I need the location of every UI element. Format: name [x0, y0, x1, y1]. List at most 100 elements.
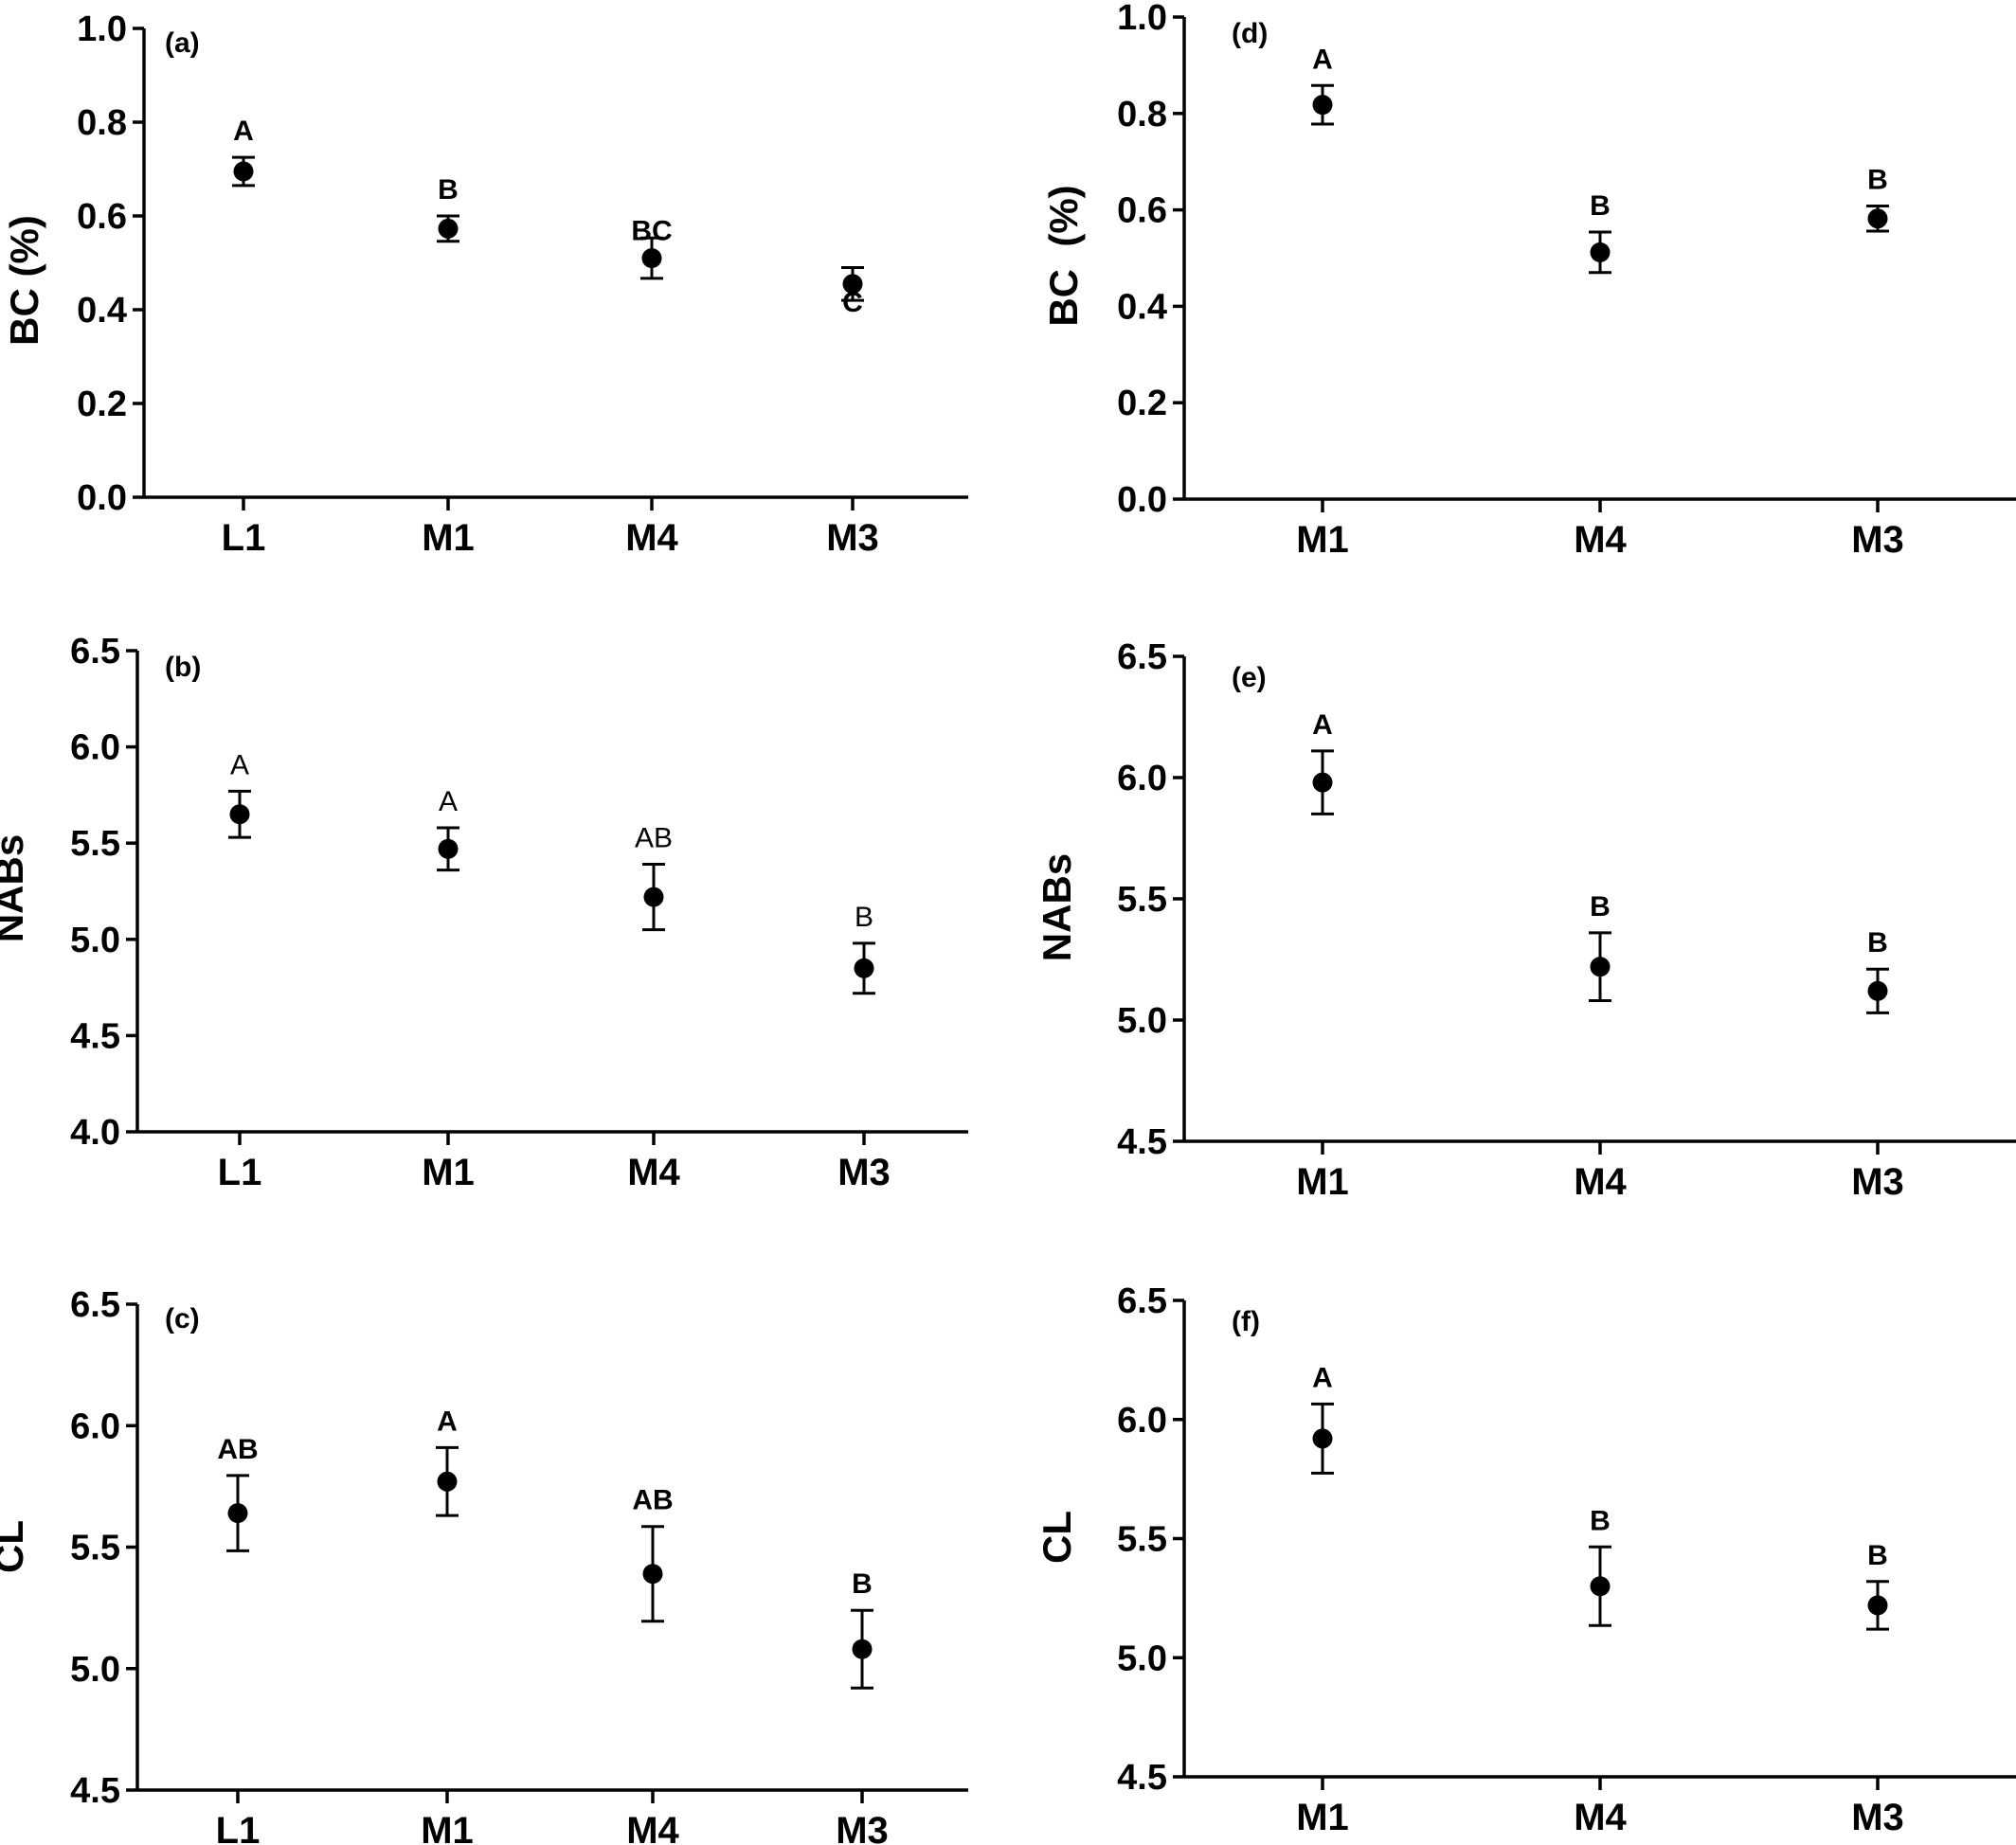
y-tick-label: 0.4: [77, 291, 127, 331]
significance-label: AB: [635, 823, 673, 854]
significance-label: A: [437, 1406, 458, 1437]
data-point: [1590, 242, 1611, 262]
x-tick-label: M1: [421, 1810, 474, 1845]
y-axis-label: CL: [1035, 1511, 1079, 1564]
x-tick-label: M3: [1851, 1797, 1904, 1838]
y-tick-label: 5.5: [1117, 1520, 1167, 1560]
x-tick-label: M4: [626, 1810, 679, 1845]
data-point: [438, 838, 459, 859]
y-tick-label: 4.5: [70, 1016, 120, 1056]
significance-label: AB: [632, 1485, 673, 1516]
y-tick-label: 0.0: [77, 478, 127, 518]
x-tick-label: M3: [826, 517, 879, 559]
y-tick-label: 4.5: [70, 1771, 120, 1811]
significance-label: B: [1867, 165, 1888, 196]
y-tick-label: 1.0: [77, 9, 127, 49]
panel-tag: (c): [165, 1303, 200, 1334]
data-point: [641, 248, 662, 269]
x-tick-label: L1: [216, 1810, 261, 1845]
y-axis-label: CL: [0, 1520, 31, 1573]
data-point: [642, 1564, 663, 1585]
data-point: [1590, 957, 1611, 977]
data-point: [437, 1471, 458, 1492]
y-tick-label: 6.5: [70, 632, 120, 672]
significance-label: B: [852, 1568, 873, 1600]
significance-label: B: [1867, 1540, 1888, 1571]
data-point: [1312, 1428, 1333, 1449]
data-point: [842, 274, 863, 295]
data-point: [1312, 95, 1333, 116]
y-tick-label: 6.5: [1117, 1281, 1167, 1321]
data-point: [643, 887, 664, 907]
x-tick-label: M1: [1296, 1161, 1349, 1203]
data-point: [1590, 1576, 1611, 1597]
y-tick-label: 5.5: [70, 1529, 120, 1568]
y-tick-label: 5.5: [1117, 880, 1167, 920]
x-tick-label: L1: [218, 1152, 262, 1193]
data-point: [1867, 980, 1888, 1001]
y-tick-label: 0.2: [1117, 384, 1167, 423]
data-point: [854, 958, 874, 978]
data-point: [1312, 772, 1333, 793]
panel-tag: (b): [165, 652, 201, 683]
significance-label: B: [855, 902, 873, 933]
x-tick-label: M1: [422, 517, 475, 559]
significance-label: B: [1590, 1505, 1611, 1536]
y-tick-label: 1.0: [1117, 0, 1167, 38]
significance-label: B: [1590, 190, 1611, 222]
x-tick-label: M3: [836, 1810, 889, 1845]
y-tick-label: 0.6: [77, 197, 127, 237]
y-tick-label: 0.8: [77, 103, 127, 143]
x-tick-label: M3: [1851, 1161, 1904, 1203]
y-axis-label: BC (%): [1041, 185, 1086, 326]
y-tick-label: 5.5: [70, 824, 120, 864]
x-tick-label: M4: [625, 517, 678, 559]
y-tick-label: 5.0: [70, 921, 120, 960]
significance-label: A: [233, 116, 254, 147]
x-tick-label: L1: [222, 517, 266, 559]
y-tick-label: 6.5: [70, 1285, 120, 1325]
y-tick-label: 6.0: [1117, 759, 1167, 798]
x-tick-label: M1: [1296, 1797, 1349, 1838]
x-tick-label: M1: [1296, 519, 1349, 561]
data-point: [1867, 1595, 1888, 1616]
x-tick-label: M4: [1574, 1161, 1627, 1203]
significance-label: AB: [217, 1434, 258, 1465]
significance-label: A: [439, 786, 458, 817]
significance-label: B: [1590, 891, 1611, 922]
y-tick-label: 0.0: [1117, 480, 1167, 520]
significance-label: C: [842, 287, 863, 318]
y-tick-label: 5.0: [1117, 1639, 1167, 1678]
x-tick-label: M4: [1574, 1797, 1627, 1838]
data-point: [227, 1503, 248, 1524]
data-point: [1867, 208, 1888, 229]
y-tick-label: 5.0: [1117, 1001, 1167, 1041]
y-tick-label: 4.5: [1117, 1758, 1167, 1798]
y-axis-label: BC (%): [2, 215, 46, 346]
y-axis-label: NABs: [1035, 853, 1079, 961]
x-tick-label: M1: [422, 1152, 475, 1193]
y-tick-label: 0.6: [1117, 191, 1167, 231]
data-point: [852, 1639, 873, 1659]
panel-tag: (a): [165, 27, 200, 59]
y-tick-label: 0.4: [1117, 287, 1167, 327]
y-axis-label: NABs: [0, 834, 31, 942]
significance-label: A: [1312, 709, 1333, 741]
y-tick-label: 4.0: [70, 1113, 120, 1153]
panel-tag: (d): [1232, 18, 1268, 49]
data-point: [229, 804, 250, 825]
x-tick-label: M3: [1851, 519, 1904, 561]
x-tick-label: M4: [1574, 519, 1627, 561]
significance-label: B: [1867, 927, 1888, 958]
y-tick-label: 6.5: [1117, 637, 1167, 677]
significance-label: BC: [631, 215, 672, 246]
y-tick-label: 0.8: [1117, 95, 1167, 134]
panel-tag: (e): [1232, 662, 1267, 693]
panel-tag: (f): [1232, 1306, 1260, 1337]
